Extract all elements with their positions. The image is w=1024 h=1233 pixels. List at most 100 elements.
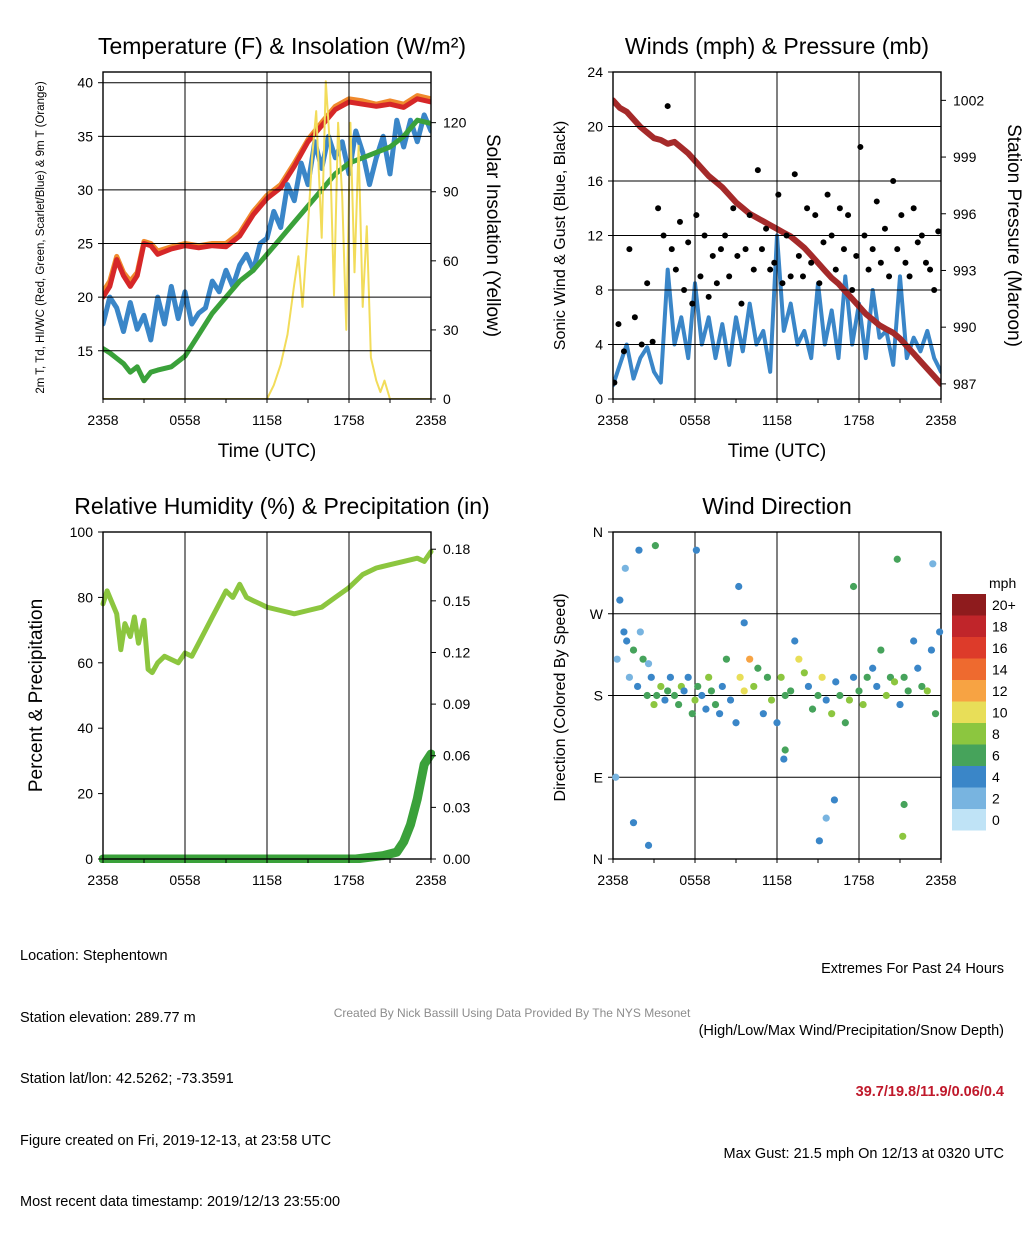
y-right-tick-label: 30 — [443, 322, 459, 338]
direction-point — [616, 596, 624, 604]
direction-point — [705, 673, 713, 681]
plot-area — [99, 549, 435, 863]
gust-point — [869, 246, 876, 253]
gust-point — [804, 205, 811, 212]
y-tick-label: 35 — [77, 128, 93, 144]
direction-point — [893, 555, 901, 563]
gust-point — [613, 379, 618, 386]
y-axis-label: Sonic Wind & Gust (Blue, Black) — [552, 121, 569, 350]
y-right-tick-label: 999 — [953, 149, 977, 165]
created-text: Figure created on Fri, 2019-12-13, at 23… — [20, 1132, 332, 1149]
direction-point — [612, 773, 620, 781]
legend-swatch — [952, 744, 986, 766]
direction-point — [815, 837, 823, 845]
direction-point — [791, 637, 799, 645]
plot-frame — [102, 531, 432, 860]
plot-frame — [102, 71, 432, 400]
direction-point — [877, 646, 885, 654]
direction-point — [845, 696, 854, 704]
temperature-panel: 15 20 25 30 35 40 0 30 60 90 120 2358 0558 1158 1758 23… — [35, 33, 503, 462]
y-tick-label: 80 — [77, 589, 93, 605]
direction-point — [859, 700, 867, 709]
direction-point — [814, 691, 822, 700]
direction-point — [711, 700, 720, 709]
gust-point — [713, 280, 720, 287]
direction-point — [936, 628, 944, 636]
direction-point — [795, 655, 803, 663]
gust-point — [816, 280, 823, 287]
gust-point — [664, 103, 671, 110]
wind-direction-panel: N E S W N 2358 0558 1158 1758 2358 Wind Direction D… — [552, 493, 1016, 888]
series-line — [103, 96, 431, 300]
y-right-tick-label: 0.15 — [443, 593, 470, 609]
wind-panel: 0 4 8 12 16 20 24 987 990 993 996 999 1002 2358 0558 11… — [552, 33, 1024, 462]
direction-point — [896, 700, 904, 709]
x-tick-label: 2358 — [925, 872, 956, 888]
gust-point — [824, 191, 831, 198]
direction-point — [644, 841, 653, 849]
extremes-values: 39.7/19.8/11.9/0.06/0.4 — [855, 1084, 1004, 1100]
direction-point — [675, 700, 683, 709]
direction-point — [726, 696, 735, 704]
direction-point — [781, 691, 789, 700]
direction-point — [900, 800, 908, 809]
gust-point — [644, 280, 651, 287]
direction-point — [657, 682, 665, 691]
direction-point — [740, 619, 748, 627]
gust-point — [836, 205, 843, 212]
legend-label: 10 — [992, 705, 1008, 721]
panel-title: Relative Humidity (%) & Precipitation (i… — [74, 493, 489, 519]
precipitation-line — [99, 749, 435, 863]
credit-text: Created By Nick Bassill Using Data Provi… — [333, 1006, 691, 1020]
direction-point — [680, 687, 688, 695]
y-right-tick-label: 0.12 — [443, 644, 470, 660]
direction-point — [822, 696, 830, 704]
gust-point — [685, 239, 692, 246]
gust-point — [763, 225, 770, 232]
gust-point — [730, 205, 737, 212]
x-tick-label: 1758 — [333, 872, 364, 888]
gust-point — [840, 246, 847, 253]
direction-point — [647, 673, 655, 681]
gust-point — [689, 300, 696, 307]
gust-point — [697, 273, 704, 280]
direction-point — [698, 691, 706, 700]
timestamp-text: Most recent data timestamp: 2019/12/13 2… — [20, 1194, 341, 1210]
y-tick-label: 20 — [77, 289, 93, 305]
direction-point — [808, 705, 817, 713]
y-right-tick-label: 990 — [953, 319, 977, 335]
direction-point — [650, 700, 658, 709]
gust-point — [693, 212, 700, 219]
legend-swatch — [952, 809, 986, 831]
legend-label: 2 — [992, 791, 1000, 807]
gust-point — [914, 239, 921, 246]
legend-swatch — [952, 723, 986, 745]
direction-point — [613, 655, 621, 663]
y-right-tick-label: 993 — [953, 262, 977, 278]
gust-point — [676, 218, 683, 225]
direction-point — [621, 564, 629, 572]
legend-label: 8 — [992, 726, 1000, 742]
legend-label: 12 — [992, 683, 1008, 699]
gust-point — [655, 205, 662, 212]
direction-point — [684, 673, 692, 681]
panel-title: Temperature (F) & Insolation (W/m²) — [98, 33, 466, 59]
direction-point — [841, 719, 849, 727]
y-axis-label: 2m T, Td, HI/WC (Red, Green, Scarlet/Blu… — [35, 81, 47, 393]
gust-point — [799, 273, 806, 280]
y-tick-label: E — [594, 769, 603, 785]
direction-point — [869, 664, 877, 672]
gust-point — [734, 252, 741, 259]
gust-point — [746, 212, 753, 219]
gust-point — [922, 259, 929, 266]
y-tick-label: 15 — [77, 343, 93, 359]
direction-point — [639, 655, 647, 663]
x-tick-label: 1758 — [333, 412, 364, 428]
y-axis-label: Percent & Precipitation — [26, 599, 47, 792]
gust-point — [910, 205, 917, 212]
gust-point — [631, 314, 638, 321]
direction-point — [855, 687, 863, 695]
gust-point — [886, 273, 893, 280]
gust-point — [767, 266, 774, 273]
humidity-panel: 0 20 40 60 80 100 0.00 0.03 0.06 0.09 0.12 0.15 0.18… — [26, 493, 490, 888]
